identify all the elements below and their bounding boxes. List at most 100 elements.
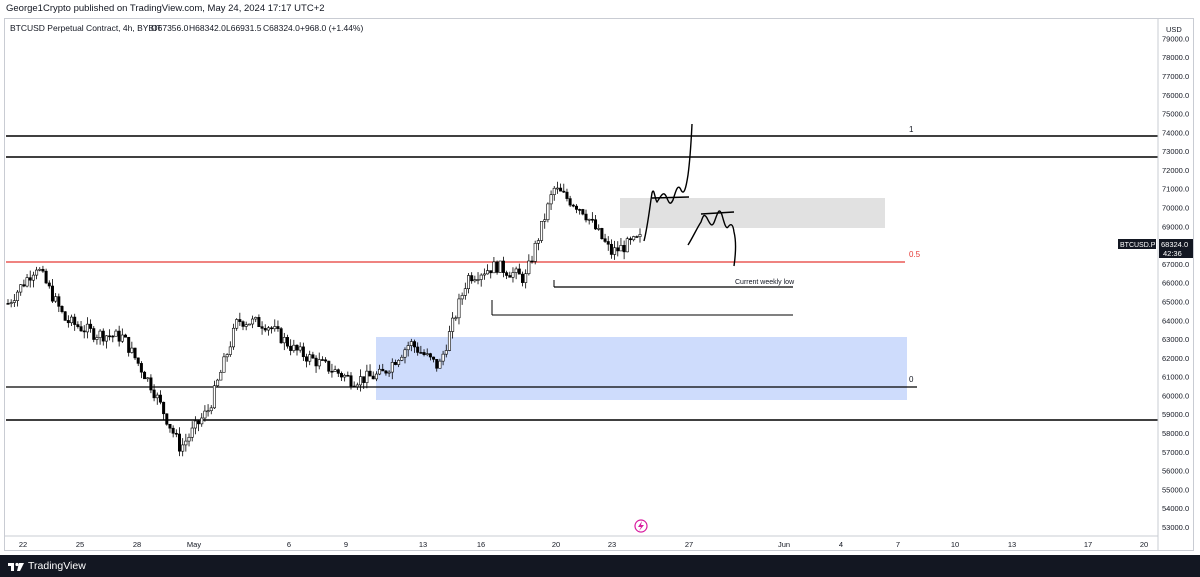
candle-body	[149, 377, 153, 391]
candle-body	[600, 228, 604, 240]
candle-body	[349, 375, 353, 387]
candle-body	[479, 274, 483, 280]
candle-body	[451, 317, 455, 332]
candle-body	[514, 268, 518, 273]
candle-body	[320, 359, 324, 361]
candle-body	[524, 273, 528, 283]
candle-body	[292, 344, 296, 351]
candle-body	[403, 349, 407, 358]
time-axis-label: May	[187, 540, 201, 549]
last-price-value: 68324.0	[1161, 240, 1188, 249]
candle-body	[444, 350, 448, 355]
candle-body	[454, 317, 458, 320]
candle-body	[76, 324, 80, 327]
time-axis-label: 16	[477, 540, 485, 549]
candle-body	[473, 279, 477, 282]
candle-body	[139, 363, 143, 373]
candle-body	[555, 187, 559, 190]
candle-body	[238, 319, 242, 322]
candle-body	[308, 354, 312, 362]
lightning-icon[interactable]	[634, 519, 648, 533]
candle-body	[425, 353, 429, 355]
candle-body	[31, 274, 35, 281]
candle-body	[406, 345, 410, 351]
candle-body	[333, 369, 337, 372]
candle-body	[330, 370, 334, 373]
candle-body	[511, 272, 515, 278]
candle-body	[419, 352, 423, 354]
candle-body	[197, 420, 201, 425]
candle-body	[546, 203, 550, 221]
projection-path-bull	[643, 123, 693, 242]
time-axis-labels[interactable]: 22 25 28 May 6 9 13 16 20 23 27 Jun 4 7 10 13 17 20	[19, 540, 1148, 549]
candle-body	[520, 273, 524, 283]
candle-body	[368, 370, 372, 377]
price-tick-label: 66000.0	[1162, 279, 1189, 288]
candle-body	[409, 341, 413, 346]
candle-body	[219, 371, 223, 381]
time-axis-label: 7	[896, 540, 900, 549]
candle-body	[70, 316, 74, 324]
candle-body	[127, 336, 131, 353]
price-scale-currency: USD	[1166, 25, 1182, 34]
candle-body	[193, 420, 197, 429]
candle-body	[559, 187, 563, 192]
candle-body	[231, 327, 235, 348]
candle-body	[359, 376, 363, 386]
price-tick-label: 61000.0	[1162, 373, 1189, 382]
candle-body	[143, 371, 147, 380]
price-scale-ticks[interactable]: 79000.0 78000.0 77000.0 76000.0 75000.0 74000…	[1162, 34, 1189, 532]
candle-body	[200, 417, 204, 425]
published-text: George1Crypto published on TradingView.c…	[6, 3, 325, 14]
candle-body	[98, 330, 102, 338]
candle-body	[625, 238, 629, 253]
candle-body	[114, 330, 118, 337]
time-axis-label: 13	[1008, 540, 1016, 549]
candle-body	[168, 423, 172, 429]
candle-body	[251, 318, 255, 325]
candle-body	[120, 334, 124, 342]
candle-body	[568, 198, 572, 206]
time-axis-label: 6	[287, 540, 291, 549]
candle-body	[492, 261, 496, 274]
candle-body	[616, 247, 620, 252]
candle-body	[460, 295, 464, 300]
candle-body	[482, 273, 486, 276]
candle-body	[498, 260, 502, 273]
candle-body	[632, 236, 636, 241]
price-tick-label: 69000.0	[1162, 222, 1189, 231]
candle-body	[346, 374, 350, 377]
fib-1-label: 1	[909, 125, 914, 134]
candle-body	[216, 379, 220, 387]
candle-body	[565, 191, 569, 199]
candle-body	[9, 302, 13, 304]
candle-body	[587, 218, 591, 221]
candle-body	[190, 427, 194, 438]
candle-body	[441, 353, 445, 362]
candle-body	[19, 284, 23, 293]
candle-body	[609, 243, 613, 255]
time-axis-label: 28	[133, 540, 141, 549]
candle-body	[489, 270, 493, 274]
candle-body	[533, 243, 537, 262]
candle-body	[22, 284, 26, 287]
footer-bar: TradingView	[0, 555, 1200, 577]
candle-body	[613, 247, 617, 255]
price-tick-label: 56000.0	[1162, 467, 1189, 476]
ohlc-high: H68342.0	[189, 23, 226, 33]
candle-body	[181, 444, 185, 452]
brand[interactable]: TradingView	[8, 560, 86, 572]
candle-body	[324, 359, 328, 362]
candle-body	[89, 323, 93, 329]
candle-body	[92, 328, 96, 340]
candle-body	[501, 260, 505, 273]
candle-body	[305, 356, 309, 362]
candle-body	[41, 268, 45, 272]
projection-break-line-b	[700, 211, 735, 215]
symbol-tag	[1118, 239, 1156, 249]
candle-body	[38, 268, 42, 271]
candle-body	[311, 354, 315, 359]
candle-body	[467, 275, 471, 289]
time-axis-label: Jun	[778, 540, 790, 549]
